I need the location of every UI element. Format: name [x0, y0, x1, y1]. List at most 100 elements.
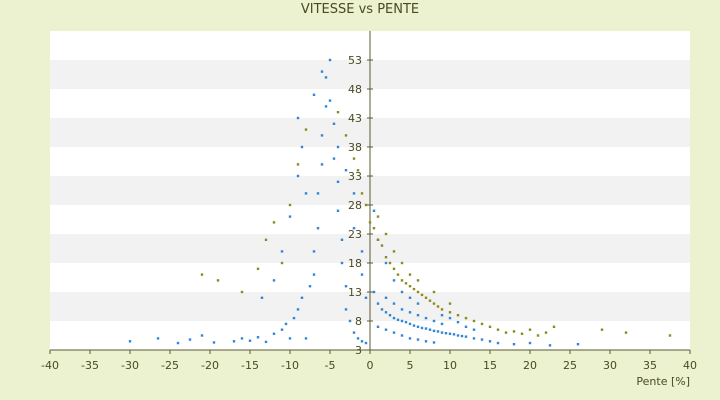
- data-point: [352, 331, 356, 334]
- data-point: [356, 169, 360, 172]
- data-point: [464, 325, 468, 328]
- data-point: [432, 329, 436, 333]
- x-tick-label: 0: [367, 359, 374, 372]
- data-point: [440, 308, 444, 311]
- data-point: [504, 331, 508, 334]
- data-point: [480, 338, 484, 341]
- data-point: [384, 328, 388, 331]
- x-tick-label: 10: [443, 359, 457, 372]
- data-point: [156, 337, 160, 340]
- data-point: [304, 128, 308, 131]
- x-tick-label: -30: [121, 359, 139, 372]
- data-point: [488, 340, 492, 343]
- data-point: [292, 316, 296, 320]
- data-point: [424, 316, 428, 320]
- data-point: [376, 302, 380, 305]
- data-point: [400, 290, 404, 294]
- data-point: [176, 341, 180, 345]
- data-point: [296, 308, 300, 311]
- data-point: [296, 163, 300, 166]
- data-point: [416, 314, 420, 317]
- data-point: [280, 250, 284, 253]
- data-point: [344, 285, 348, 288]
- data-point: [360, 192, 364, 195]
- x-tick-label: -25: [161, 359, 179, 372]
- data-point: [496, 341, 500, 345]
- x-tick-label: -5: [325, 359, 336, 372]
- data-point: [328, 58, 332, 62]
- data-point: [408, 273, 412, 276]
- data-point: [388, 314, 392, 317]
- data-point: [312, 273, 316, 276]
- data-point: [288, 337, 292, 340]
- data-point: [436, 330, 440, 333]
- data-point: [272, 221, 276, 224]
- data-point: [544, 331, 548, 334]
- data-point: [256, 336, 260, 339]
- data-point: [328, 99, 332, 102]
- data-point: [332, 122, 336, 125]
- data-point: [296, 116, 300, 120]
- data-point: [416, 302, 420, 305]
- data-point: [400, 279, 404, 282]
- data-point: [552, 325, 556, 328]
- data-point: [200, 273, 204, 276]
- data-point: [232, 340, 236, 343]
- data-point: [300, 145, 304, 149]
- data-point: [452, 333, 456, 336]
- data-point: [324, 76, 328, 79]
- x-tick-label: 35: [643, 359, 657, 372]
- x-tick-label: -20: [201, 359, 219, 372]
- data-point: [472, 337, 476, 340]
- data-point: [364, 341, 368, 345]
- data-point: [364, 296, 368, 299]
- data-point: [420, 326, 424, 330]
- data-point: [376, 325, 380, 328]
- data-point: [212, 341, 216, 344]
- data-point: [348, 319, 352, 323]
- data-point: [392, 267, 396, 270]
- data-point: [456, 334, 460, 337]
- data-point: [304, 192, 308, 195]
- data-point: [472, 319, 476, 323]
- data-point: [416, 290, 420, 294]
- data-point: [392, 279, 396, 282]
- data-point: [408, 337, 412, 340]
- data-point: [320, 163, 324, 166]
- data-point: [416, 279, 420, 282]
- data-point: [400, 334, 404, 337]
- data-point: [352, 227, 356, 230]
- data-point: [408, 285, 412, 288]
- data-point: [404, 320, 408, 324]
- data-point: [288, 215, 292, 218]
- data-point: [368, 221, 372, 224]
- data-point: [128, 340, 132, 343]
- data-point: [448, 302, 452, 305]
- data-point: [432, 319, 436, 323]
- data-point: [364, 203, 368, 207]
- y-tick-label: 53: [348, 54, 362, 67]
- data-point: [536, 334, 540, 337]
- data-point: [448, 332, 452, 335]
- data-point: [216, 279, 220, 282]
- data-point: [316, 192, 320, 195]
- y-tick-label: 33: [348, 170, 362, 183]
- data-point: [420, 293, 424, 297]
- data-point: [288, 203, 292, 207]
- data-point: [360, 250, 364, 253]
- data-point: [376, 238, 380, 241]
- data-point: [392, 250, 396, 253]
- data-point: [464, 316, 468, 320]
- data-point: [372, 209, 376, 212]
- data-point: [600, 328, 604, 331]
- data-point: [424, 340, 428, 343]
- data-point: [240, 337, 244, 340]
- data-point: [352, 192, 356, 195]
- data-point: [384, 261, 388, 265]
- data-point: [464, 335, 468, 338]
- data-point: [432, 341, 436, 344]
- data-point: [284, 322, 288, 326]
- data-point: [396, 273, 400, 276]
- data-point: [392, 302, 396, 305]
